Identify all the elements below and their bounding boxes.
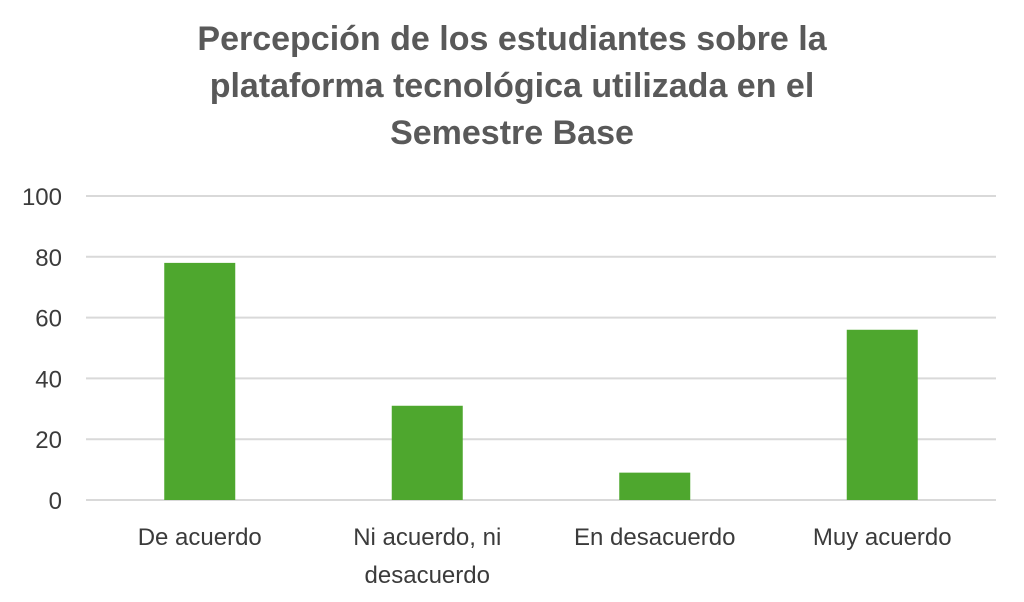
- y-tick-label: 40: [35, 366, 62, 393]
- y-tick-label: 60: [35, 306, 62, 333]
- y-tick-label: 20: [35, 427, 62, 454]
- chart-title-line: Semestre Base: [390, 114, 634, 152]
- x-category-label: Muy acuerdo: [813, 524, 952, 551]
- bar: [846, 329, 918, 500]
- x-category-label: Ni acuerdo, ni: [353, 524, 501, 551]
- bar: [164, 262, 236, 500]
- chart-title: Percepción de los estudiantes sobre la pl…: [197, 20, 827, 152]
- y-axis-ticks: 0 20 40 60 80 100: [22, 184, 62, 515]
- bar: [391, 405, 463, 500]
- bars: [164, 262, 918, 500]
- chart-title-line: Percepción de los estudiantes sobre la: [197, 20, 827, 58]
- y-tick-label: 0: [49, 488, 62, 515]
- x-category-label: desacuerdo: [365, 562, 490, 589]
- y-tick-label: 100: [22, 184, 62, 211]
- gridlines: [86, 195, 996, 501]
- chart-title-line: plataforma tecnológica utilizada en el: [210, 67, 815, 105]
- x-axis-labels: De acuerdo Ni acuerdo, ni desacuerdo En des…: [138, 524, 952, 589]
- x-category-label: De acuerdo: [138, 524, 262, 551]
- y-tick-label: 80: [35, 245, 62, 272]
- bar: [619, 472, 691, 500]
- x-category-label: En desacuerdo: [574, 524, 735, 551]
